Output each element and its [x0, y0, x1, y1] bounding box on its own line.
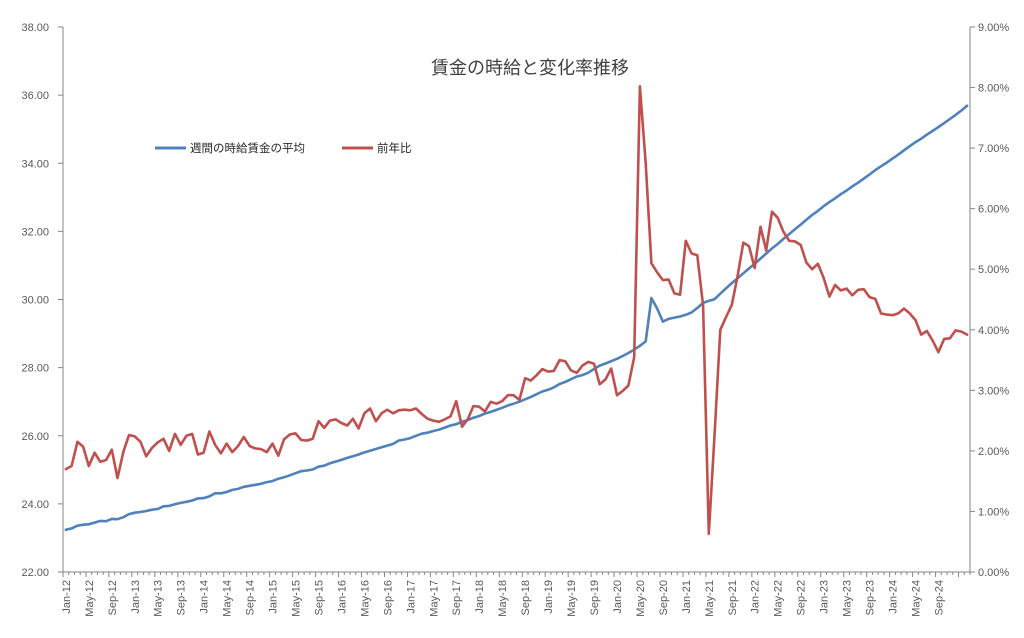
y-right-tick-label: 4.00% — [978, 325, 1009, 337]
y-right-tick-label: 1.00% — [978, 506, 1009, 518]
x-tick-label: May-21 — [704, 580, 716, 617]
x-tick-label: May-18 — [497, 580, 509, 617]
y-right-tick-label: 0.00% — [978, 567, 1009, 579]
y-left-tick-label: 30.00 — [21, 295, 49, 307]
x-tick-label: May-13 — [153, 580, 165, 617]
x-tick-label: Sep-14 — [245, 580, 257, 615]
y-left-tick-label: 24.00 — [21, 499, 49, 511]
x-tick-label: May-20 — [635, 580, 647, 617]
x-tick-label: Jan-12 — [61, 580, 73, 614]
y-left-tick-label: 36.00 — [21, 90, 49, 102]
x-tick-label: Jan-24 — [888, 580, 900, 614]
x-tick-label: Jan-23 — [819, 580, 831, 614]
x-tick-label: May-16 — [359, 580, 371, 617]
y-right-tick-label: 8.00% — [978, 83, 1009, 95]
x-tick-label: Jan-16 — [336, 580, 348, 614]
series-line-yoy — [64, 85, 969, 536]
y-right-tick-label: 5.00% — [978, 264, 1009, 276]
x-tick-label: Jan-14 — [199, 580, 211, 614]
y-left-tick-label: 28.00 — [21, 363, 49, 375]
x-tick-label: Sep-13 — [176, 580, 188, 615]
y-right-tick-label: 2.00% — [978, 446, 1009, 458]
x-tick-label: Sep-18 — [520, 580, 532, 615]
x-tick-label: Sep-19 — [589, 580, 601, 615]
x-tick-label: Sep-22 — [796, 580, 808, 615]
x-tick-label: Jan-18 — [474, 580, 486, 614]
x-tick-label: May-15 — [290, 580, 302, 617]
x-tick-label: May-17 — [428, 580, 440, 617]
legend-label-wage: 週間の時給賃金の平均 — [190, 141, 305, 155]
x-tick-label: May-23 — [842, 580, 854, 617]
x-tick-label: Sep-21 — [727, 580, 739, 615]
x-tick-label: May-12 — [84, 580, 96, 617]
y-left-tick-label: 32.00 — [21, 226, 49, 238]
y-right-tick-label: 9.00% — [978, 22, 1009, 34]
x-tick-label: May-19 — [566, 580, 578, 617]
y-left-tick-label: 22.00 — [21, 567, 49, 579]
x-tick-label: Jan-17 — [405, 580, 417, 614]
x-tick-label: Jan-21 — [681, 580, 693, 614]
chart-title: 賃金の時給と変化率推移 — [431, 58, 629, 79]
x-tick-label: Jan-22 — [750, 580, 762, 614]
series-layer — [64, 85, 969, 536]
x-tick-label: Sep-20 — [658, 580, 670, 615]
legend: 週間の時給賃金の平均 前年比 — [155, 141, 412, 155]
x-tick-label: Jan-15 — [268, 580, 280, 614]
x-tick-label: Sep-17 — [451, 580, 463, 615]
x-tick-label: May-24 — [910, 580, 922, 617]
x-tick-label: Jan-20 — [612, 580, 624, 614]
legend-label-yoy: 前年比 — [377, 141, 412, 155]
y-right-tick-label: 3.00% — [978, 385, 1009, 397]
x-tick-label: May-22 — [773, 580, 785, 617]
y-left-tick-label: 38.00 — [21, 22, 49, 34]
y-left-tick-label: 34.00 — [21, 158, 49, 170]
x-tick-label: Jan-19 — [543, 580, 555, 614]
x-tick-label: Sep-23 — [865, 580, 877, 615]
x-tick-label: Sep-15 — [313, 580, 325, 615]
y-left-tick-label: 26.00 — [21, 431, 49, 443]
x-tick-label: Jan-13 — [130, 580, 142, 614]
x-tick-label: Sep-16 — [382, 580, 394, 615]
x-tick-label: Sep-24 — [933, 580, 945, 615]
series-line-wage — [64, 104, 969, 532]
x-tick-label: May-14 — [222, 580, 234, 617]
axes: 22.00 24.00 26.00 28.00 30.00 32.00 34.00 36.00… — [21, 22, 1009, 617]
y-right-tick-label: 7.00% — [978, 143, 1009, 155]
x-tick-label: Sep-12 — [107, 580, 119, 615]
y-right-tick-label: 6.00% — [978, 204, 1009, 216]
